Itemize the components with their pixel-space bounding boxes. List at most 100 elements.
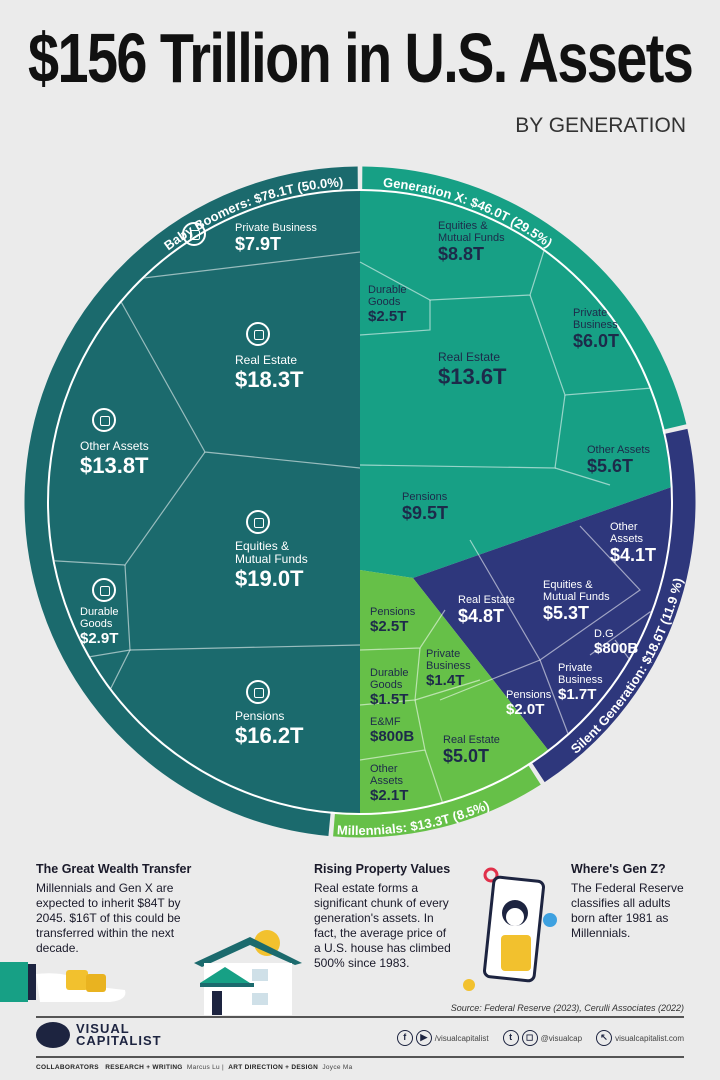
facebook-icon[interactable]: f [396, 1030, 413, 1046]
visual-capitalist-logo[interactable]: VISUAL CAPITALIST [36, 1022, 162, 1048]
collaborators-label: COLLABORATORS [36, 1064, 99, 1071]
ring-segment-genx [362, 166, 687, 431]
cell-generation-x-durable-goods: Durable Goods $2.5T [368, 284, 418, 326]
cell-value: $2.1T [370, 787, 409, 805]
cell-name: Pensions [506, 689, 552, 701]
hand-coins-illustration [0, 962, 126, 1002]
social-links: f ▶ /visualcapitalist t ◻ @visualcap ↖ v… [396, 1030, 684, 1046]
social-handle[interactable]: @visualcap [540, 1033, 583, 1043]
page-title: $156 Trillion in U.S. Assets [28, 19, 694, 97]
cell-silent-generation-real-estate: Real Estate $4.8T [458, 594, 515, 627]
cell-value: $4.8T [458, 606, 505, 627]
logo-mark-icon [36, 1022, 70, 1048]
cell-value: $19.0T [235, 566, 304, 592]
cell-value: $18.3T [235, 367, 304, 393]
cell-name: Equities & Mutual Funds [438, 220, 505, 245]
cell-generation-x-real-estate: Real Estate $13.6T [438, 350, 507, 390]
cell-name: Private Business [558, 662, 603, 687]
region-generation-x [360, 191, 671, 578]
social-handle[interactable]: /visualcapitalist [434, 1033, 489, 1043]
cell-name: D.G [594, 628, 614, 640]
source-note: Source: Federal Reserve (2023), Cerulli … [450, 1003, 684, 1013]
cell-baby-boomers-private-business: Private Business $7.9T [235, 222, 317, 255]
note-heading: Rising Property Values [314, 862, 451, 876]
pensions-icon [246, 680, 270, 704]
cell-value: $8.8T [438, 244, 485, 265]
house-illustration [194, 930, 302, 1015]
cell-value: $13.6T [438, 364, 507, 390]
cell-generation-x-other-assets: Other Assets $5.6T [587, 444, 650, 477]
cell-value: $7.9T [235, 234, 282, 255]
asset-chart: Baby Boomers: $78.1T (50.0%) Generation … [24, 166, 696, 838]
cell-millennials-private-business: Private Business $1.4T [426, 648, 482, 690]
cell-silent-generation-other-assets: Other Assets $4.1T [610, 521, 656, 566]
website-link[interactable]: visualcapitalist.com [615, 1033, 684, 1043]
cell-value: $9.5T [402, 503, 449, 524]
cursor-icon[interactable]: ↖ [596, 1030, 613, 1046]
cell-silent-generation-equities-mutual-funds: Equities & Mutual Funds $5.3T [543, 579, 623, 624]
twitter-icon[interactable]: t [502, 1030, 519, 1046]
cell-value: $5.3T [543, 603, 590, 624]
note-body: Millennials and Gen X are expected to in… [36, 881, 181, 955]
cell-name: Pensions [235, 709, 285, 723]
note-wealth-transfer: The Great Wealth Transfer Millennials an… [36, 862, 201, 956]
cell-silent-generation-pensions: Pensions $2.0T [506, 689, 551, 719]
cell-millennials-e-mf: E&MF $800B [370, 716, 414, 746]
note-heading: The Great Wealth Transfer [36, 862, 192, 876]
equities-icon [246, 510, 270, 534]
cell-name: Equities & Mutual Funds [543, 579, 610, 604]
logo-text-line: CAPITALIST [76, 1033, 162, 1048]
cell-name: Real Estate [438, 350, 501, 364]
cell-value: $6.0T [573, 331, 620, 352]
other-assets-icon [92, 408, 116, 432]
cell-value: $2.5T [368, 308, 407, 326]
research-name: Marcus Lu [186, 1064, 220, 1071]
note-gen-z: Where's Gen Z? The Federal Reserve class… [571, 862, 691, 941]
note-property-values: Rising Property Values Real estate forms… [314, 862, 454, 971]
cell-value: $5.0T [443, 746, 490, 767]
cell-name: Other Assets [80, 439, 149, 453]
cell-silent-generation-d-g: D.G $800B [594, 628, 638, 658]
cell-value: $2.9T [80, 630, 119, 648]
cell-value: $800B [370, 728, 415, 746]
cell-name: Durable Goods [368, 284, 407, 309]
cell-millennials-real-estate: Real Estate $5.0T [443, 734, 500, 767]
ring-segment-boomers [24, 166, 358, 837]
private-business-icon [182, 222, 206, 246]
cell-value: $2.0T [506, 701, 545, 719]
cell-name: Real Estate [458, 594, 515, 606]
instagram-icon[interactable]: ◻ [521, 1030, 538, 1046]
cell-name: Other Assets [610, 521, 644, 546]
cell-name: Other Assets [370, 763, 404, 788]
cell-name: Real Estate [235, 353, 298, 367]
cell-millennials-other-assets: Other Assets $2.1T [370, 763, 414, 805]
region-millennials [360, 570, 556, 813]
page-subtitle: BY GENERATION [515, 114, 686, 137]
note-body: Real estate forms a significant chunk of… [314, 881, 451, 970]
cell-name: Private Business [235, 222, 317, 234]
design-label: ART DIRECTION + DESIGN [228, 1064, 319, 1071]
cell-value: $13.8T [80, 453, 149, 479]
cell-value: $2.5T [370, 618, 409, 636]
cell-value: $800B [594, 640, 639, 658]
cell-baby-boomers-other-assets: Other Assets $13.8T [80, 439, 149, 479]
cell-name: Private Business [573, 307, 618, 332]
cell-generation-x-private-business: Private Business $6.0T [573, 307, 631, 352]
note-heading: Where's Gen Z? [571, 862, 666, 876]
divider [36, 1056, 684, 1058]
phone-illustration [463, 867, 557, 991]
cell-generation-x-equities-mutual-funds: Equities & Mutual Funds $8.8T [438, 220, 518, 265]
cell-name: Equities & Mutual Funds [235, 539, 308, 567]
cell-baby-boomers-pensions: Pensions $16.2T [235, 709, 304, 748]
cell-name: Other Assets [587, 444, 650, 456]
cell-value: $5.6T [587, 456, 634, 477]
cell-value: $4.1T [610, 545, 657, 566]
youtube-icon[interactable]: ▶ [415, 1030, 432, 1046]
cell-generation-x-pensions: Pensions $9.5T [402, 491, 448, 524]
cell-name: Real Estate [443, 734, 500, 746]
real-estate-icon [246, 322, 270, 346]
cell-name: Private Business [426, 648, 471, 673]
cell-millennials-pensions: Pensions $2.5T [370, 606, 415, 636]
cell-name: Durable Goods [370, 667, 409, 692]
cell-baby-boomers-equities-mutual-funds: Equities & Mutual Funds $19.0T [235, 539, 319, 592]
